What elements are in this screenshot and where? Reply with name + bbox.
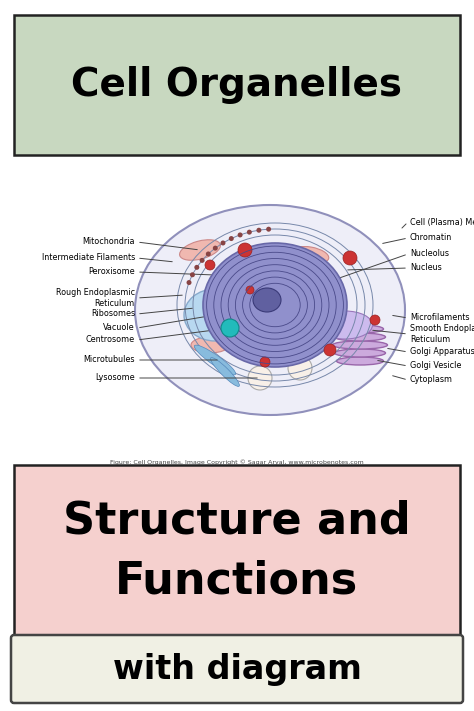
Circle shape (190, 272, 195, 277)
Text: Microfilaments: Microfilaments (410, 314, 470, 323)
Ellipse shape (291, 247, 329, 264)
FancyBboxPatch shape (14, 465, 460, 648)
Text: Intermediate Filaments: Intermediate Filaments (42, 254, 135, 262)
Circle shape (246, 286, 254, 294)
Text: Figure: Cell Organelles, Image Copyright © Sagar Aryal, www.microbenotes.com: Figure: Cell Organelles, Image Copyright… (110, 459, 364, 465)
Ellipse shape (135, 205, 405, 415)
Circle shape (220, 240, 226, 245)
Circle shape (260, 357, 270, 367)
Ellipse shape (318, 311, 373, 339)
Text: Microtubules: Microtubules (83, 356, 135, 365)
Text: Vacuole: Vacuole (103, 324, 135, 333)
Text: Nucleolus: Nucleolus (410, 250, 449, 259)
Text: with diagram: with diagram (112, 653, 362, 685)
Text: Nucleus: Nucleus (410, 264, 442, 272)
Circle shape (200, 258, 205, 263)
Ellipse shape (194, 345, 236, 375)
Text: Smooth Endoplasmic
Reticulum: Smooth Endoplasmic Reticulum (410, 324, 474, 343)
Text: Cell Organelles: Cell Organelles (72, 66, 402, 104)
Circle shape (213, 245, 218, 251)
Circle shape (238, 243, 252, 257)
Ellipse shape (180, 240, 220, 260)
Ellipse shape (210, 358, 239, 386)
Ellipse shape (321, 314, 359, 336)
Circle shape (229, 236, 234, 241)
Text: Ribosomes: Ribosomes (91, 309, 135, 319)
Ellipse shape (203, 243, 347, 367)
Text: Mitochondria: Mitochondria (82, 237, 135, 247)
Ellipse shape (332, 341, 388, 349)
Circle shape (248, 366, 272, 390)
Text: Peroxisome: Peroxisome (88, 267, 135, 277)
Text: Cell (Plasma) Membrane: Cell (Plasma) Membrane (410, 218, 474, 227)
Circle shape (237, 232, 243, 237)
FancyBboxPatch shape (14, 15, 460, 155)
Circle shape (324, 344, 336, 356)
Ellipse shape (335, 349, 385, 357)
Text: Cytoplasm: Cytoplasm (410, 375, 453, 385)
Ellipse shape (253, 288, 281, 312)
Text: Chromatin: Chromatin (410, 233, 452, 242)
Ellipse shape (191, 337, 229, 353)
Circle shape (187, 280, 191, 285)
Circle shape (288, 356, 312, 380)
Circle shape (343, 251, 357, 265)
Text: Structure and
Functions: Structure and Functions (63, 500, 411, 603)
Circle shape (256, 228, 261, 232)
Circle shape (194, 265, 199, 270)
Text: Lysosome: Lysosome (95, 373, 135, 383)
Circle shape (370, 315, 380, 325)
Ellipse shape (337, 357, 383, 365)
Circle shape (247, 230, 252, 235)
Circle shape (206, 252, 211, 257)
Text: Centrosome: Centrosome (86, 336, 135, 345)
Ellipse shape (335, 333, 385, 341)
Text: Golgi Apparatus: Golgi Apparatus (410, 348, 474, 356)
Circle shape (221, 319, 239, 337)
Ellipse shape (184, 289, 246, 341)
Text: Golgi Vesicle: Golgi Vesicle (410, 361, 461, 370)
Circle shape (205, 260, 215, 270)
Circle shape (266, 227, 271, 232)
Ellipse shape (337, 325, 383, 333)
Text: Rough Endoplasmic
Reticulum: Rough Endoplasmic Reticulum (56, 288, 135, 308)
FancyBboxPatch shape (11, 635, 463, 703)
